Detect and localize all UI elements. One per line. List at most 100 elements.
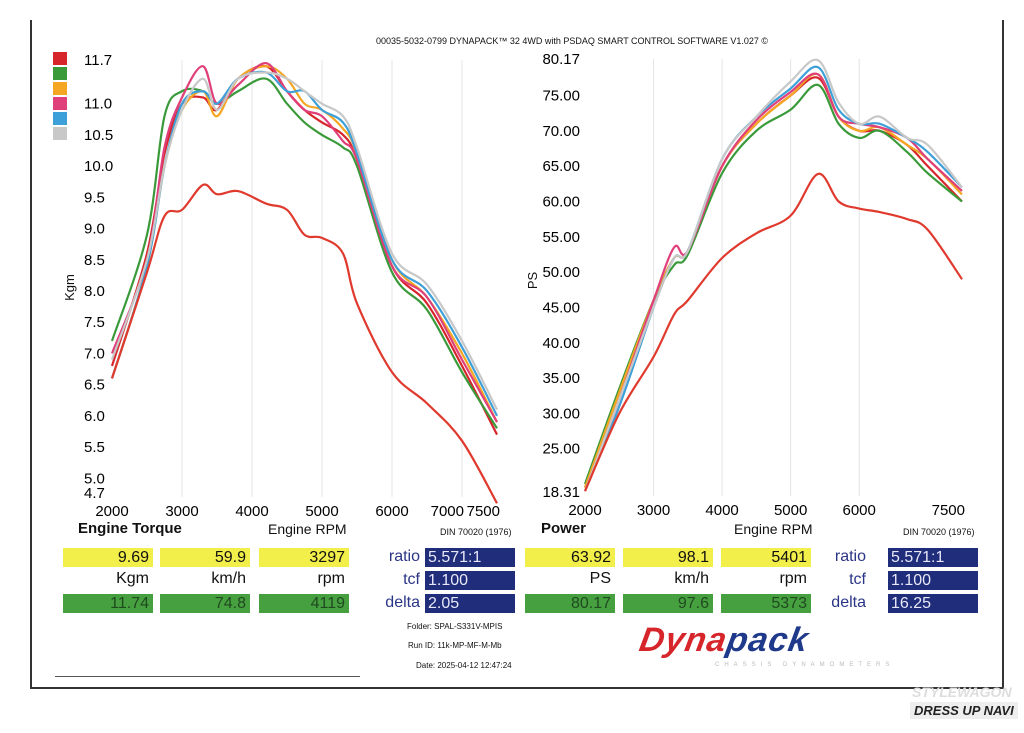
y-tick-label: 25.00 xyxy=(542,441,580,458)
y-tick-label: 7.5 xyxy=(84,314,105,331)
y-tick-label: 7.0 xyxy=(84,345,105,362)
y-tick-label: 6.0 xyxy=(84,408,105,425)
logo-part-a: Dyna xyxy=(636,621,731,659)
series-line-orange xyxy=(110,65,498,423)
divider xyxy=(55,676,360,677)
x-tick-label: 4000 xyxy=(705,502,738,519)
torque-rpm: 3297 xyxy=(259,548,349,567)
y-tick-label: 70.00 xyxy=(542,123,580,140)
unit-rpm: rpm xyxy=(317,570,345,587)
torque-xlabel: Engine RPM xyxy=(268,521,347,537)
series-line-lowred xyxy=(110,183,498,504)
y-tick-label: 5.5 xyxy=(84,439,105,456)
y-tick-label: 75.00 xyxy=(542,88,580,105)
y-tick-label: 55.00 xyxy=(542,229,580,246)
y-tick-label: 80.17 xyxy=(542,51,580,68)
power-speed: 98.1 xyxy=(623,548,713,567)
x-tick-label: 3000 xyxy=(637,502,670,519)
x-tick-label: 6000 xyxy=(842,502,875,519)
torque-title: Engine Torque xyxy=(78,520,182,537)
torque-max-value: 11.74 xyxy=(63,594,153,613)
date-info: Date: 2025-04-12 12:47:24 xyxy=(416,661,512,670)
power-title: Power xyxy=(541,520,587,537)
legend-swatch-gray xyxy=(53,127,67,140)
torque-note: DIN 70020 (1976) xyxy=(440,527,512,537)
torque-value: 9.69 xyxy=(63,548,153,567)
ratio-value: 5.571:1 xyxy=(425,548,515,567)
x-tick-label: 5000 xyxy=(305,503,338,520)
y-tick-label: 8.0 xyxy=(84,283,105,300)
power-rpm: 5401 xyxy=(721,548,811,567)
delta-label: delta xyxy=(385,594,420,611)
report-header: 00035-5032-0799 DYNAPACK™ 32 4WD with PS… xyxy=(375,36,769,46)
report-frame xyxy=(30,20,1004,689)
y-tick-label: 18.31 xyxy=(542,484,580,501)
power-value: 63.92 xyxy=(525,548,615,567)
series-line-blue xyxy=(583,65,963,492)
watermark-top: STYLEWAGON xyxy=(912,684,1012,700)
x-tick-label: 2000 xyxy=(568,502,601,519)
x-tick-label: 5000 xyxy=(774,502,807,519)
x-tick-label: 6000 xyxy=(375,503,408,520)
legend-swatch-red xyxy=(53,52,67,65)
y-tick-label: 11.7 xyxy=(84,52,112,69)
torque-max-rpm: 4119 xyxy=(259,594,349,613)
y-tick-label: 10.0 xyxy=(84,158,113,175)
y-tick-label: 6.5 xyxy=(84,377,105,394)
series-line-lowred xyxy=(583,172,963,492)
y-tick-label: 8.5 xyxy=(84,252,105,269)
series-line-gray xyxy=(110,71,498,411)
power-note: DIN 70020 (1976) xyxy=(903,527,975,537)
y-tick-label: 60.00 xyxy=(542,193,580,210)
torque-max-speed: 74.8 xyxy=(160,594,250,613)
x-tick-label: 3000 xyxy=(165,503,198,520)
legend-swatch-pink xyxy=(53,97,67,110)
y-tick-label: 65.00 xyxy=(542,158,580,175)
ratio-label: ratio xyxy=(388,548,420,565)
delta-value: 2.05 xyxy=(425,594,515,613)
y-tick-label: 45.00 xyxy=(542,299,580,316)
x-tick-label: 7500 xyxy=(467,503,500,520)
ratio-label: ratio xyxy=(834,548,866,565)
x-tick-label: 7000 xyxy=(431,503,464,520)
y-tick-label: 9.0 xyxy=(84,221,105,238)
tcf-label: tcf xyxy=(849,571,866,588)
unit-ps: PS xyxy=(589,570,611,587)
series-line-pink xyxy=(110,62,498,423)
logo-part-b: pack xyxy=(723,621,812,659)
x-tick-label: 2000 xyxy=(95,503,128,520)
ratio-value: 5.571:1 xyxy=(888,548,978,567)
y-tick-label: 4.7 xyxy=(84,485,105,502)
unit-kmh: km/h xyxy=(211,570,246,587)
y-tick-label: 9.5 xyxy=(84,189,105,206)
logo-subtitle: CHASSIS DYNAMOMETERS xyxy=(715,662,895,668)
y-tick-label: 40.00 xyxy=(542,335,580,352)
legend-swatch-blue xyxy=(53,112,67,125)
power-max-speed: 97.6 xyxy=(623,594,713,613)
unit-kmh: km/h xyxy=(674,570,709,587)
series-line-gray xyxy=(583,58,963,492)
legend-swatch-green xyxy=(53,67,67,80)
tcf-value: 1.100 xyxy=(425,571,515,590)
tcf-value: 1.100 xyxy=(888,571,978,590)
y-tick-label: 11.0 xyxy=(84,96,112,113)
x-tick-label: 7500 xyxy=(932,502,965,519)
power-xlabel: Engine RPM xyxy=(734,521,813,537)
tcf-label: tcf xyxy=(403,571,420,588)
delta-label: delta xyxy=(831,594,866,611)
x-tick-label: 4000 xyxy=(235,503,268,520)
delta-value: 16.25 xyxy=(888,594,978,613)
y-tick-label: 35.00 xyxy=(542,370,580,387)
folder-info: Folder: SPAL-S331V-MPIS xyxy=(407,622,503,631)
dynapack-logo: Dynapack xyxy=(636,621,812,659)
y-tick-label: 10.5 xyxy=(84,127,113,144)
unit-rpm: rpm xyxy=(779,570,807,587)
power-ylabel: PS xyxy=(525,271,541,290)
unit-kgm: Kgm xyxy=(116,570,149,587)
watermark-bottom: DRESS UP NAVI xyxy=(910,702,1018,719)
torque-speed: 59.9 xyxy=(160,548,250,567)
power-max-value: 80.17 xyxy=(525,594,615,613)
legend-swatch-orange xyxy=(53,82,67,95)
y-tick-label: 30.00 xyxy=(542,405,580,422)
